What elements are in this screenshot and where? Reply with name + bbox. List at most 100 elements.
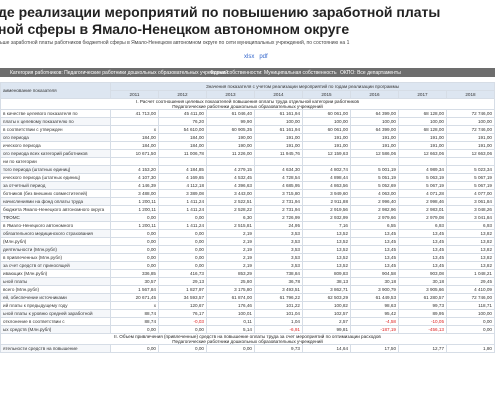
cell: 191,00 xyxy=(350,141,399,150)
cell: 1 411,24 xyxy=(158,221,207,230)
cell: 184,00 xyxy=(110,141,159,150)
cell: 1 411,24 xyxy=(158,197,207,206)
cell: 5,14 xyxy=(206,325,255,334)
cell: 3,53 xyxy=(254,237,303,246)
year-header: 2018 xyxy=(446,90,495,99)
data-row: за счет средств от приносящей 0,00 0,00 2,1… xyxy=(0,261,495,270)
cell: 2 528,22 xyxy=(206,205,255,214)
cell: 13,82 xyxy=(446,245,495,254)
row-label: того периода (штатных единиц) xyxy=(0,165,111,174)
cell: 102,57 xyxy=(302,309,351,318)
cell xyxy=(254,157,303,166)
cell: 191,00 xyxy=(254,133,303,142)
cell: 120,67 xyxy=(158,301,207,310)
cell: 1 411,24 xyxy=(158,205,207,214)
cell: 60 061,00 xyxy=(302,109,351,118)
cell: 416,73 xyxy=(158,269,207,278)
download-link[interactable]: pdf xyxy=(259,54,268,60)
cell: 191,00 xyxy=(446,133,495,142)
data-row: ятельности средств на повышение 0,00 0,00 0… xyxy=(0,344,495,353)
cell: 5 067,19 xyxy=(398,181,447,190)
data-row: (Млн.рубл) 0,00 0,00 2,19 3,53 13,52 13,45 13,4… xyxy=(0,237,495,246)
cell: 3 715,80 xyxy=(254,189,303,198)
cell: 0,00 xyxy=(158,253,207,262)
year-header: 2017 xyxy=(398,90,447,99)
cell: 853,29 xyxy=(206,269,255,278)
cell: х xyxy=(110,301,159,310)
filter[interactable]: ОКПО: Все департаменты xyxy=(340,69,401,76)
cell: 0,00 xyxy=(110,325,159,334)
data-row: в Ямало-Ненецкого автономного 1 200,11 1 4… xyxy=(0,221,495,230)
data-row: того периода (штатных единиц) 4 153,20 4 1… xyxy=(0,165,495,174)
cell: 0,11 xyxy=(206,317,255,326)
data-row: обязательного медицинского страхования 0,… xyxy=(0,229,495,238)
cell: 336,85 xyxy=(110,269,159,278)
cell: 2 726,99 xyxy=(254,213,303,222)
cell: 191,00 xyxy=(446,141,495,150)
row-label: ивающих (Млн.рубл) xyxy=(0,269,111,278)
cell: 4 063,00 xyxy=(350,189,399,198)
cell: 30,18 xyxy=(398,277,447,286)
row-label: (Млн.рубл) xyxy=(0,237,111,246)
cell: 88,74 xyxy=(110,309,159,318)
cell: 2 911,88 xyxy=(302,197,351,206)
cell: 7,16 xyxy=(302,221,351,230)
cell: 99,73 xyxy=(398,301,447,310)
cell: 13,52 xyxy=(302,253,351,262)
cell: -456,13 xyxy=(398,325,447,334)
cell: 12 663,06 xyxy=(398,149,447,158)
cell: 54 610,00 xyxy=(158,125,207,134)
cell: 0,00 xyxy=(158,325,207,334)
cell: 0,00 xyxy=(110,261,159,270)
cell: 4 071,28 xyxy=(398,189,447,198)
cell: 13,45 xyxy=(350,229,399,238)
data-row: начислениями на фонд оплаты труда 1 200,1… xyxy=(0,197,495,206)
section-row: II. Объем привлечения (привлеченные) сре… xyxy=(0,333,495,345)
group-header: Значения показателя с учетом реализации … xyxy=(110,82,495,91)
cell: 100,00 xyxy=(398,117,447,126)
data-row: ьной платы к уровню средней заработной 88… xyxy=(0,309,495,318)
cell: 191,00 xyxy=(254,141,303,150)
filter[interactable]: Категория работников: Педагогические раб… xyxy=(10,69,229,76)
row-label: платы к целевому показателю по xyxy=(0,117,111,126)
cell: 3 061,84 xyxy=(446,197,495,206)
cell: 0,00 xyxy=(110,229,159,238)
cell: 30,18 xyxy=(350,277,399,286)
cell: 4 410,09 xyxy=(446,285,495,294)
cell: 13,82 xyxy=(446,237,495,246)
cell xyxy=(398,157,447,166)
cell: 5 067,19 xyxy=(446,173,495,182)
cell: 25,80 xyxy=(206,277,255,286)
cell: 0,00 xyxy=(158,261,207,270)
section-row: I. Расчет соотношения целевых показателе… xyxy=(0,98,495,110)
data-row: деятельности (Млн.рубл) 0,00 0,00 2,19 3,53 1… xyxy=(0,245,495,254)
cell: 13,45 xyxy=(350,253,399,262)
cell: 738,84 xyxy=(254,269,303,278)
filter[interactable]: Форма собственности: Муниципальная собст… xyxy=(210,69,337,76)
cell: 45 411,00 xyxy=(158,109,207,118)
data-row: ического периода (штатных единиц) 4 107,3… xyxy=(0,173,495,182)
cell: 5 051,19 xyxy=(350,173,399,182)
cell: 3 900,79 xyxy=(350,285,399,294)
cell: 0,00 xyxy=(110,237,159,246)
cell: 11 006,78 xyxy=(158,149,207,158)
subtitle: ьше заработной платы работников бюджетно… xyxy=(0,40,350,46)
cell: 13,45 xyxy=(350,261,399,270)
cell: 0,00 xyxy=(158,237,207,246)
cell: 72 746,00 xyxy=(446,293,495,302)
download-link[interactable]: xlsx xyxy=(244,54,255,60)
cell: 12 663,06 xyxy=(446,149,495,158)
data-row: ых средств (Млн.рубл) 0,00 0,00 5,14 -6,91 99… xyxy=(0,325,495,334)
cell: 6,93 xyxy=(398,221,447,230)
data-row: ей, обеспечение источниками 20 671,45 34 5… xyxy=(0,293,495,302)
year-header: 2016 xyxy=(350,90,399,99)
data-row: ического периода 184,00 184,00 190,00 191,00… xyxy=(0,141,495,150)
cell: 2 522,51 xyxy=(206,197,255,206)
row-label: ни по категории xyxy=(0,157,111,166)
cell: 0,00 xyxy=(110,253,159,262)
title-line: ной сферы в Ямало-Ненецком автономном ок… xyxy=(0,21,350,37)
cell: 3 905,66 xyxy=(398,285,447,294)
cell: 2 982,96 xyxy=(350,205,399,214)
cell: 4 802,74 xyxy=(302,165,351,174)
